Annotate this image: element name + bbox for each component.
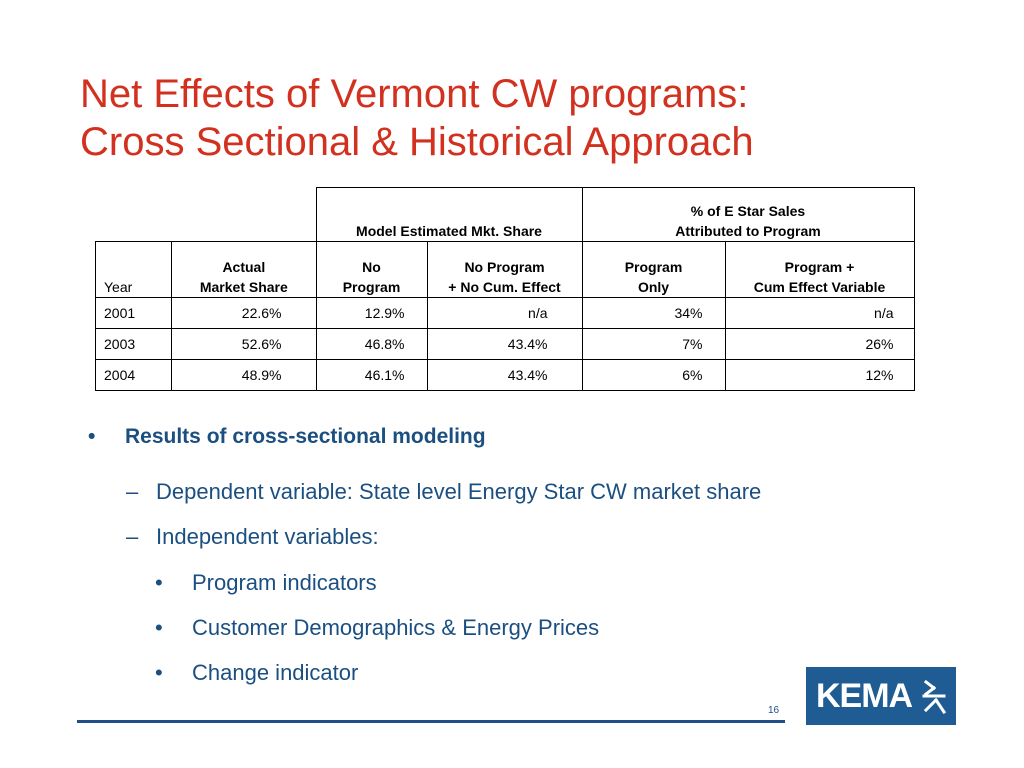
col-header-actual-line1: Actual [222, 259, 266, 275]
col-header-no-program: No Program [315, 241, 428, 298]
cell-year: 2001 [94, 297, 173, 329]
col-header-program-cum-line2: Cum Effect Variable [753, 279, 886, 295]
table-row: 2004 48.9% 46.1% 43.4% 6% 12% [94, 359, 915, 391]
dash-icon: – [126, 524, 139, 549]
kema-lightning-icon [922, 680, 947, 714]
slide-title-line2: Cross Sectional & Historical Approach [80, 120, 754, 164]
cell-no-program: 46.8% [315, 328, 428, 360]
cell-program-cum: 12% [724, 359, 915, 391]
slide-title-line1: Net Effects of Vermont CW programs: [80, 72, 749, 116]
table-row: 2001 22.6% 12.9% n/a 34% n/a [94, 297, 915, 329]
bullet-sub-text: Independent variables: [156, 524, 379, 549]
col-header-no-program-no-cum-line2: + No Cum. Effect [448, 279, 561, 295]
cell-actual: 52.6% [171, 328, 317, 360]
slide-title: Net Effects of Vermont CW programs: Cros… [80, 70, 980, 166]
table-group-header-row: Model Estimated Mkt. Share % of E Star S… [95, 187, 915, 242]
cell-actual: 22.6% [171, 297, 317, 329]
header-estar-line1: % of E Star Sales [690, 203, 806, 219]
cell-no-program-no-cum: 43.4% [426, 359, 583, 391]
col-header-actual-line2: Market Share [199, 279, 288, 295]
cell-program-cum: 26% [724, 328, 915, 360]
col-header-program-only-line1: Program [624, 259, 683, 275]
bullet-dot-icon: • [88, 425, 96, 448]
col-header-no-program-line2: Program [342, 279, 401, 295]
col-header-no-program-no-cum: No Program + No Cum. Effect [426, 241, 583, 298]
col-header-program-cum: Program + Cum Effect Variable [724, 241, 915, 298]
header-estar-line2: Attributed to Program [675, 223, 821, 239]
table-row: 2003 52.6% 46.8% 43.4% 7% 26% [94, 328, 915, 360]
header-model-estimated: Model Estimated Mkt. Share [315, 187, 583, 242]
cell-year: 2003 [94, 328, 173, 360]
cell-year: 2004 [94, 359, 173, 391]
cell-program-only: 7% [581, 328, 726, 360]
cell-program-only: 34% [581, 297, 726, 329]
col-header-year-line2: Year [104, 279, 133, 295]
col-header-year: Year [94, 241, 173, 298]
kema-logo: KEMA [806, 667, 956, 725]
col-header-program-cum-line1: Program + [784, 259, 855, 275]
bullet-dot-icon: • [155, 615, 163, 640]
col-header-program-only-line2: Only [637, 279, 670, 295]
header-estar-attributed: % of E Star Sales Attributed to Program [581, 187, 915, 242]
bullet-dot-icon: • [155, 570, 163, 595]
cell-program-cum: n/a [724, 297, 915, 329]
cell-no-program-no-cum: n/a [426, 297, 583, 329]
cell-no-program: 46.1% [315, 359, 428, 391]
bullet-main-text: Results of cross-sectional modeling [125, 425, 486, 448]
table-column-header-row: Year Actual Market Share No Program No P… [94, 241, 915, 298]
header-model-estimated-label: Model Estimated Mkt. Share [356, 223, 542, 239]
bullet-dot-icon: • [155, 660, 163, 685]
footer-divider [77, 720, 785, 723]
col-header-no-program-line1: No [362, 259, 381, 275]
table-blank-corner [95, 187, 317, 242]
cell-no-program: 12.9% [315, 297, 428, 329]
results-table: Model Estimated Mkt. Share % of E Star S… [94, 187, 915, 391]
col-header-program-only: Program Only [581, 241, 726, 298]
bullet-subsub-text: Customer Demographics & Energy Prices [192, 615, 600, 640]
kema-logo-text: KEMA [816, 677, 913, 715]
col-header-no-program-no-cum-line1: No Program [464, 259, 545, 275]
col-header-actual: Actual Market Share [171, 241, 317, 298]
cell-no-program-no-cum: 43.4% [426, 328, 583, 360]
page-number: 16 [768, 705, 780, 716]
bullet-subsub-text: Program indicators [192, 570, 377, 595]
cell-actual: 48.9% [171, 359, 317, 391]
dash-icon: – [126, 479, 139, 504]
bullet-sub-text: Dependent variable: State level Energy S… [156, 479, 762, 504]
bullet-subsub-text: Change indicator [192, 660, 359, 685]
cell-program-only: 6% [581, 359, 726, 391]
